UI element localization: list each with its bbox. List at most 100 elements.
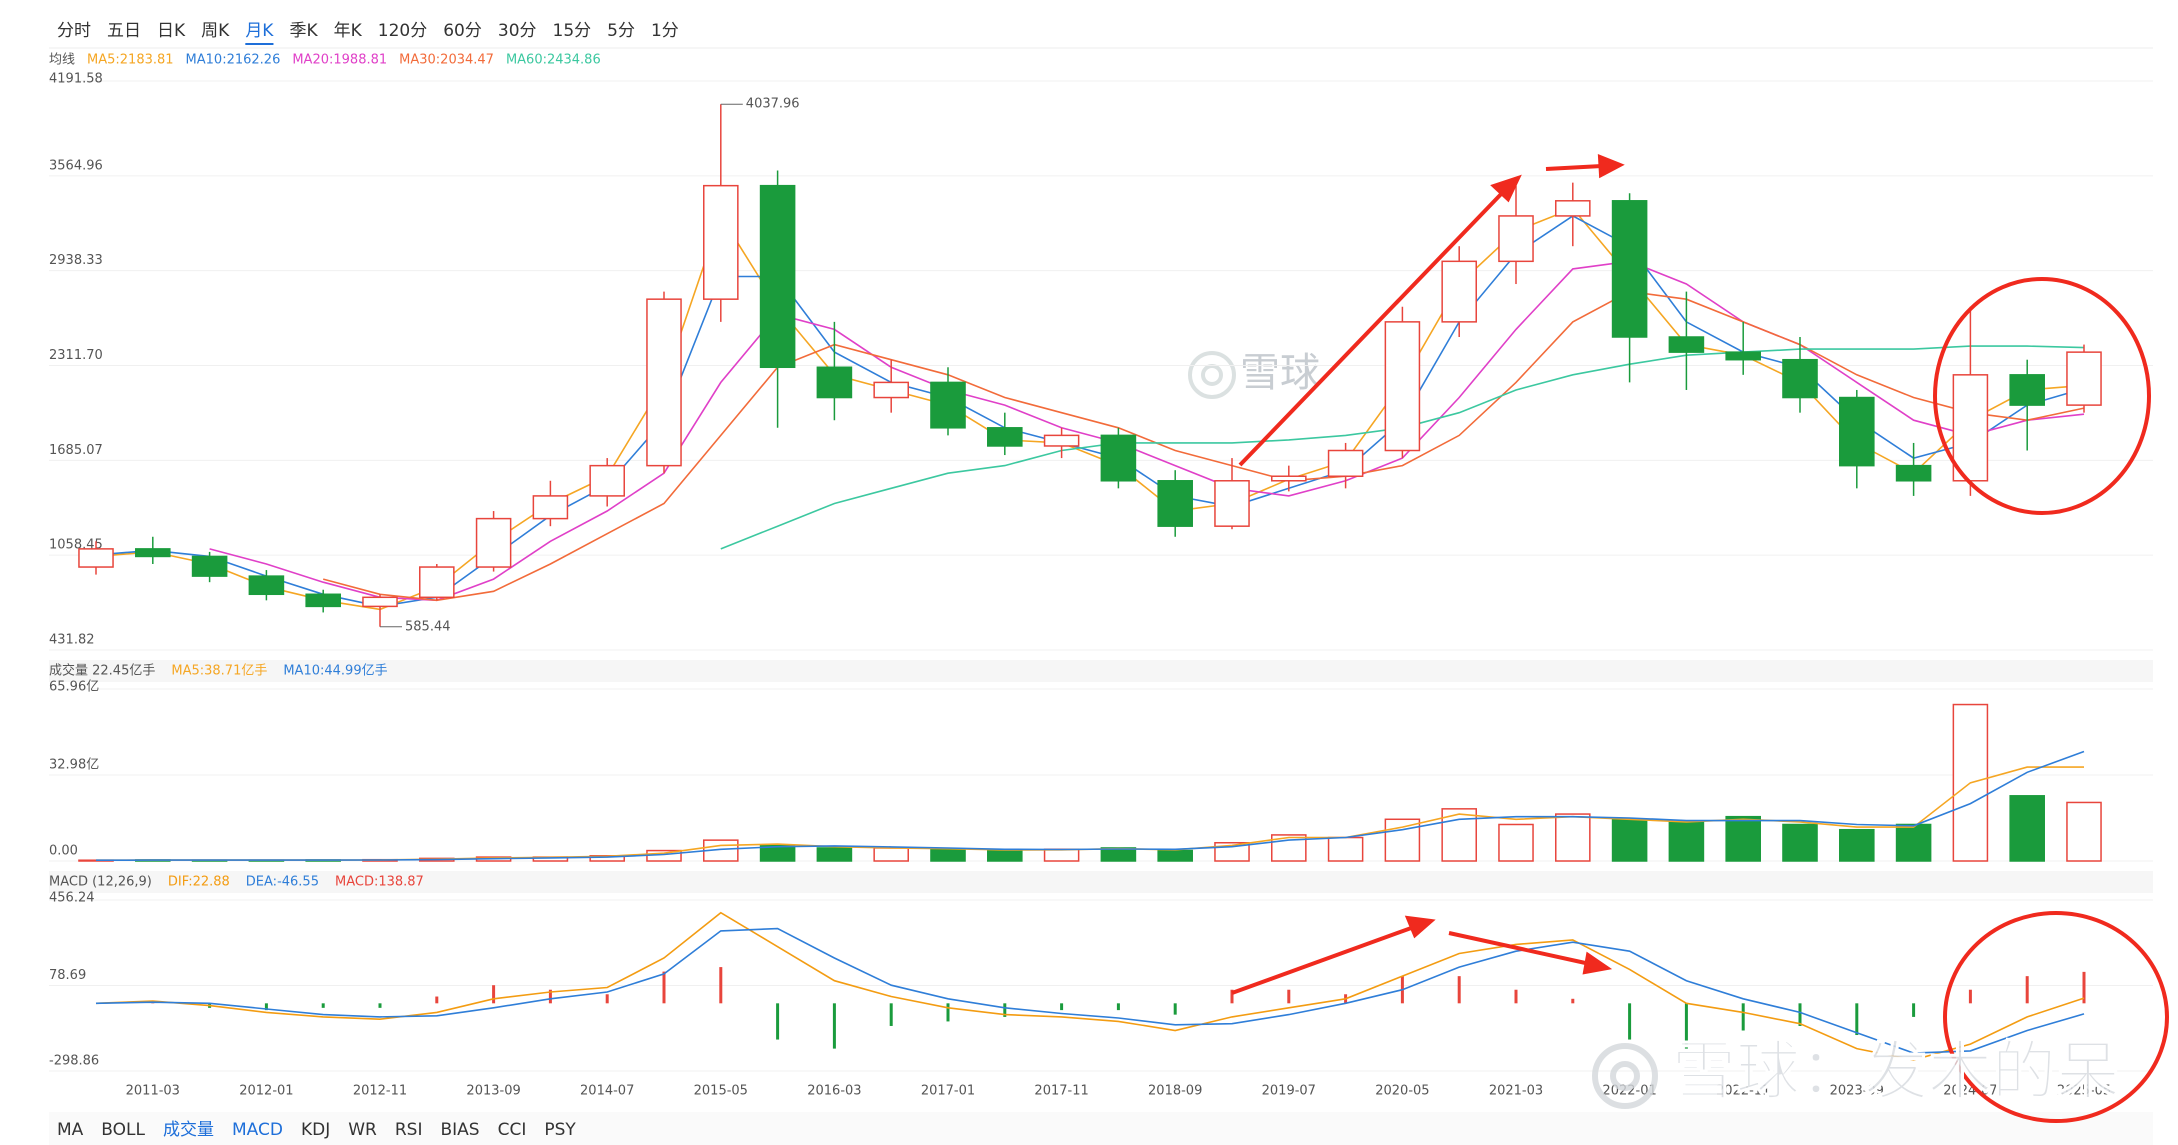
legend-item: MACD:138.87 [335,875,424,890]
period-tab[interactable]: 日K [157,21,186,41]
volume-bar [1895,823,1932,862]
footer-watermark-logo [1592,1043,1658,1109]
x-tick-label: 2020-05 [1375,1084,1429,1099]
period-tab[interactable]: 30分 [498,21,537,41]
x-tick-label: 2021-03 [1489,1084,1543,1099]
volume-ma-line [95,750,2085,861]
y-tick-label: 2311.70 [49,348,103,363]
x-tick-label: 2022-11 [1716,1084,1770,1099]
candle-body [1782,358,1818,399]
period-tab[interactable]: 60分 [443,21,482,41]
x-tick-label: 2014-07 [580,1084,634,1099]
arrow-head [1490,174,1522,203]
candle-body [1668,336,1705,353]
volume-bar [1441,808,1477,862]
plot: 分时 五日 日K 周K 月K 季K 年K 120分 60分 30分 15分 5分 1分 MA BOLL 成交量… [49,21,2153,1140]
volume-bar [930,848,966,862]
period-tab[interactable]: 15分 [553,21,592,41]
x-tick-label: 2017-11 [1034,1084,1088,1099]
candle-body [305,593,341,608]
arrow-head [1597,153,1625,179]
x-tick-label: 2019-07 [1262,1084,1316,1099]
period-tab[interactable]: 120分 [378,21,427,41]
arrow-head [1582,951,1613,975]
y-tick-label: -298.86 [49,1054,99,1069]
arrow-head [1404,915,1436,939]
period-tab[interactable]: 月K [245,21,274,41]
period-tab[interactable]: 周K [201,21,230,41]
period-tab[interactable]: 5分 [607,21,635,41]
logo-core [1610,1061,1640,1091]
x-tick-label: 2011-03 [126,1084,180,1099]
volume-bar [1555,813,1591,862]
volume-bar [1157,849,1193,862]
candle-body [532,495,569,520]
candle-body [1271,475,1307,482]
candle-body [1441,260,1477,323]
candle-body [589,464,625,497]
period-tab[interactable]: 年K [334,21,363,41]
period-tab[interactable]: 季K [289,21,318,41]
y-tick-label: 32.98亿 [49,758,99,773]
period-tab[interactable]: 1分 [651,21,679,41]
legend-item: MA60:2434.86 [506,53,601,68]
logo-ring [1188,351,1236,399]
candle-body [930,381,966,429]
x-tick-label: 2018-09 [1148,1084,1202,1099]
legend-item: MA30:2034.47 [399,53,494,68]
candle-body [191,555,228,577]
legend-item: MACD (12,26,9) [49,875,152,890]
indicator-tab[interactable]: BOLL [101,1120,145,1140]
volume-bar [2066,801,2102,862]
y-tick-label: 1685.07 [49,443,103,458]
volume-bar [1043,848,1080,862]
volume-bar [873,847,909,862]
candle-body [646,298,682,467]
volume-bar [2009,795,2045,862]
footer-watermark: 雪球：发木的呆 [1672,1036,2120,1110]
volume-bar [1100,847,1137,862]
highlight-circle [1933,277,2151,515]
y-tick-label: 3564.96 [49,158,103,173]
legend-item: DEA:-46.55 [246,875,319,890]
legend-item: 成交量 22.45亿手 [49,663,155,679]
indicator-tab[interactable]: BIAS [440,1120,479,1140]
period-tab[interactable]: 分时 [57,21,91,41]
volume-bar [1668,821,1705,862]
indicator-tab[interactable]: KDJ [301,1120,330,1140]
candle-body [1555,200,1591,217]
indicator-tab[interactable]: MA [57,1120,84,1140]
volume-header-bg [49,660,2153,682]
candle-body [1214,480,1250,527]
candle-body [1498,215,1534,263]
legend-item: MA10:44.99亿手 [283,664,387,679]
y-tick-label: 431.82 [49,633,95,648]
indicator-tab[interactable]: 成交量 [163,1120,214,1140]
indicator-tab[interactable]: CCI [498,1120,527,1140]
volume-bar [816,847,853,862]
x-tick-label: 2017-01 [921,1084,975,1099]
x-tick-label: 2012-01 [239,1084,293,1099]
indicator-tab[interactable]: WR [348,1120,377,1140]
volume-bar [1782,823,1818,862]
y-tick-label: 2938.33 [49,253,103,268]
legend-item: 均线 [49,53,75,68]
candle-body [2009,374,2045,406]
volume-bar [1725,815,1761,862]
candle-body [1839,396,1875,467]
indicator-tab[interactable]: MACD [232,1120,283,1140]
candle-body [873,381,909,399]
candle-body [1952,374,1989,482]
extreme-label: 4037.96 [746,97,800,112]
y-tick-label: 4191.58 [49,72,103,87]
period-tab[interactable]: 五日 [107,21,141,41]
legend-item: MA20:1988.81 [292,53,387,68]
legend-item: MA5:2183.81 [87,53,174,68]
candle-body [987,427,1023,447]
legend-item: MA5:38.71亿手 [171,664,267,679]
candle-body [1100,434,1137,482]
indicator-tab[interactable]: PSY [544,1120,576,1140]
indicator-tab[interactable]: RSI [395,1120,423,1140]
